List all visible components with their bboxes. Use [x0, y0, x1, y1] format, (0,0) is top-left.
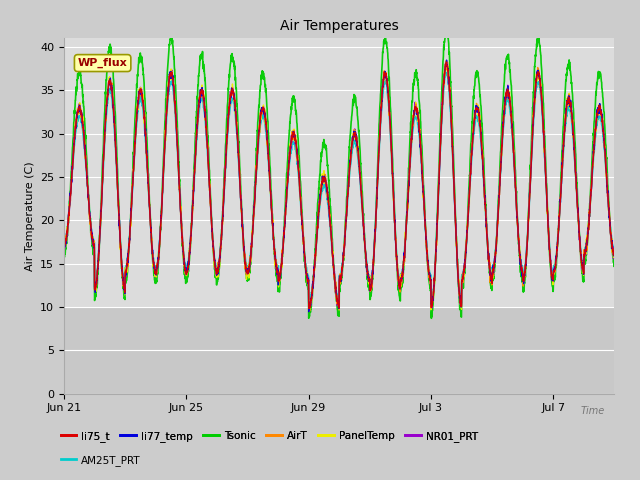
Legend: li75_t, li77_temp, Tsonic, AirT, PanelTemp, NR01_PRT: li75_t, li77_temp, Tsonic, AirT, PanelTe…	[56, 427, 483, 446]
Y-axis label: Air Temperature (C): Air Temperature (C)	[24, 161, 35, 271]
Legend: AM25T_PRT: AM25T_PRT	[56, 451, 145, 470]
Bar	[64, 307, 614, 394]
Text: Time: Time	[580, 406, 605, 416]
Text: WP_flux: WP_flux	[78, 58, 127, 68]
Title: Air Temperatures: Air Temperatures	[280, 19, 399, 33]
